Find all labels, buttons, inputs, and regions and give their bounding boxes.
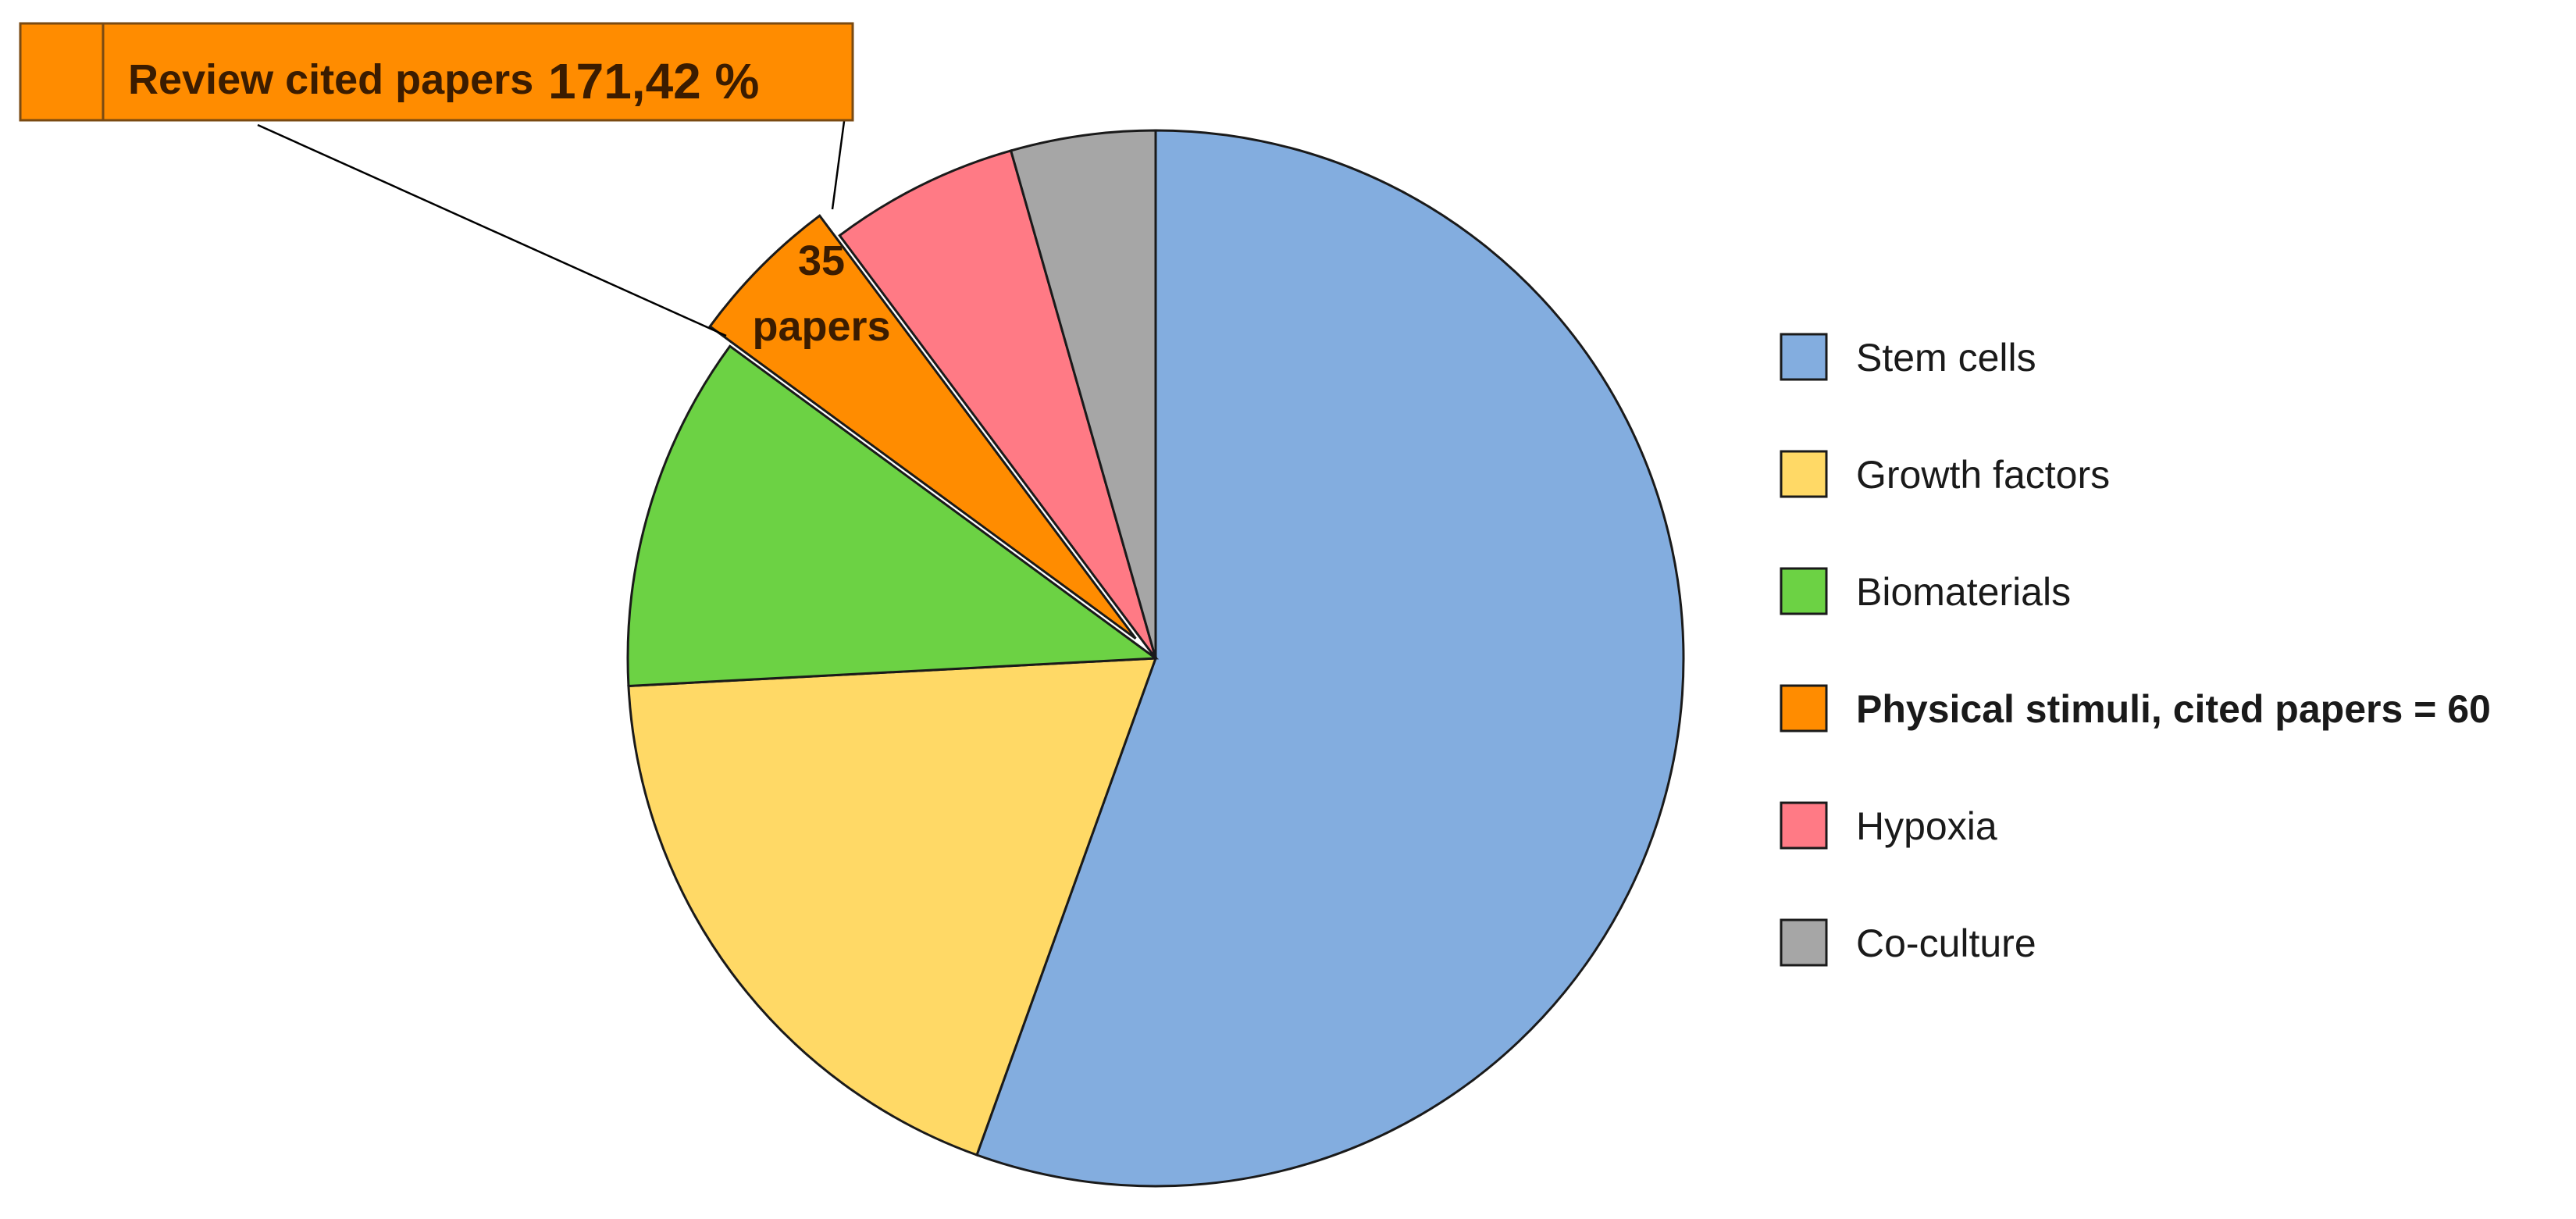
pie-slice-growth-factors [627, 657, 1158, 1157]
slice-label-unit: papers [752, 303, 890, 350]
legend-label: Physical stimuli, cited papers = 60 [1856, 687, 2491, 731]
callout: Review cited papers 171,42 % [19, 22, 854, 337]
callout-leader-line [831, 115, 846, 210]
legend: Stem cells Growth factors Biomaterials Phys… [1780, 333, 2491, 967]
callout-value: 171,42 % [548, 53, 759, 109]
callout-leader-line [257, 123, 727, 337]
legend-label: Biomaterials [1856, 570, 2071, 614]
pie-slice-stem-cells [975, 129, 1685, 1188]
pie-slice-hypoxia [838, 149, 1157, 659]
slice-label-count: 35 [798, 237, 845, 284]
callout-box [19, 22, 854, 122]
pie-slices [626, 129, 1685, 1188]
legend-swatch [1780, 918, 1828, 967]
legend-label: Growth factors [1856, 453, 2110, 497]
legend-swatch [1780, 801, 1828, 850]
legend-swatch [1780, 450, 1828, 498]
callout-text: Review cited papers [128, 56, 533, 103]
legend-label: Hypoxia [1856, 804, 1997, 848]
slice-label: 35 papers [752, 237, 890, 350]
legend-swatch [1780, 333, 1828, 381]
pie-slice-co-culture [1009, 129, 1157, 659]
legend-label: Stem cells [1856, 336, 2036, 380]
legend-label: Co-culture [1856, 921, 2036, 965]
legend-swatch [1780, 684, 1828, 732]
legend-swatch [1780, 567, 1828, 615]
pie-slice-biomaterials [626, 344, 1160, 688]
pie-slice-physical-stimuli [708, 214, 1137, 640]
